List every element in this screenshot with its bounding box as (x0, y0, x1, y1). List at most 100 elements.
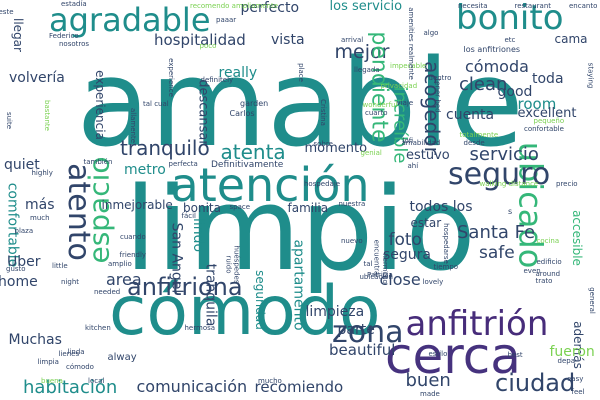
word-bonita-64: bonita (183, 201, 221, 215)
word-alway-103: alway (107, 352, 137, 363)
word-s-162: s (508, 207, 513, 216)
word-hermosa-100: hermosa (184, 323, 216, 332)
word-momento-54: momento (304, 140, 368, 156)
word-algo-149: algo (423, 28, 439, 37)
word-even-111: even (523, 266, 541, 275)
word-easy-114: easy (567, 374, 584, 383)
word-sobre-141: sobre (313, 139, 333, 148)
word-buen-18: buen (405, 370, 451, 391)
word-encanto-78: encanto (569, 1, 598, 10)
word-lindo-36: lindo (190, 217, 207, 253)
word-night-140: night (61, 277, 80, 286)
word-clean-22: clean (459, 74, 508, 95)
word-experiencia-48: experiencia (92, 70, 107, 140)
word-servicio-28: servicio (469, 144, 539, 165)
word-friendly-96: friendly (119, 250, 147, 259)
word-tiempo-108: tiempo (433, 262, 459, 271)
word-beautiful-43: beautiful (329, 340, 396, 359)
word-comodo-3: cómodo (109, 272, 381, 351)
word-kitchen-99: kitchen (85, 323, 111, 332)
word-familia-63: familia (287, 201, 329, 215)
word-amable-0: amable (76, 35, 524, 174)
word-really-53: really (218, 65, 258, 81)
word-lienes-101: lienes (58, 349, 80, 358)
word-staying-145: staying (586, 62, 595, 88)
word-bastante-147: bastante (42, 99, 51, 131)
word-gusto-105: gusto (6, 264, 26, 273)
word-anfitriona-14: anfitriona (127, 273, 243, 301)
word-area-45: area (106, 270, 142, 289)
word-plaza-106: plaza (14, 226, 34, 235)
word-tambien-92: también (83, 157, 113, 166)
word-suite-146: suite (4, 111, 13, 129)
word-atencion-2: atención (170, 158, 370, 212)
word-arrival-79: arrival (341, 35, 364, 44)
word-cocina-118: cocina (536, 236, 560, 245)
word-amenities-realmente-151: amenities realmente (406, 6, 415, 80)
word-huespedes-156: huéspedes (232, 245, 241, 283)
word-amplio-97: amplio (108, 259, 132, 268)
word-necesita-76: necesita (458, 1, 488, 10)
word-amabilidad-125: amabilidad (401, 138, 441, 147)
word-viaje-142: viaje (396, 98, 414, 107)
word-toda-61: toda (532, 71, 564, 87)
word-ciudad-13: ciudad (495, 369, 576, 397)
word-descansar-52: descansar (195, 78, 211, 146)
word-cerca-4: cerca (385, 327, 521, 385)
word-allamente-152: allamente (128, 107, 137, 143)
word-estuvo-55: estuvo (406, 147, 450, 163)
word-cristina-166: Cristina (318, 98, 327, 126)
word-recomendo-ampliamente-75: recomendo ampliamente (190, 1, 279, 10)
word-lovely-109: lovely (422, 277, 444, 286)
word-home-46: home (0, 274, 38, 290)
word-limpieza-41: limpieza (305, 304, 365, 320)
word-good-58: good (497, 84, 533, 100)
word-habitacion-15: habitación (23, 377, 118, 398)
word-estadia-74: estadía (61, 0, 87, 8)
word-recomiendo-17: recomiendo (254, 377, 344, 396)
word-perfecta-137: perfecta (168, 159, 198, 168)
word-genial-138: genial (360, 148, 382, 157)
word-highly-93: highly (31, 168, 53, 177)
word-close-35: close (379, 270, 421, 289)
word-federico-91: Federico (49, 31, 79, 40)
word-ahi-163: ahí (407, 161, 419, 170)
word-ruido-157: ruido (224, 255, 233, 273)
word-definitely-153: definitely (200, 75, 234, 84)
word-edificio-119: edificio (536, 257, 562, 266)
word-comunicacion-16: comunicación (136, 377, 248, 396)
word-los-servicio-51: los servicio (329, 0, 403, 14)
word-mucho-169: mucho (258, 376, 282, 385)
word-feel-115: feel (571, 387, 585, 396)
word-inmejorable-65: inmejorable (101, 198, 173, 212)
word-seguro-9: seguro (448, 157, 551, 192)
word-llegada-85: llegada (354, 65, 380, 74)
word-vista-50: vista (271, 32, 305, 48)
word-comoda-21: cómoda (465, 57, 529, 76)
word-desde-124: desde (463, 138, 485, 147)
word-este-148: este (0, 7, 14, 16)
word-space-128: space (229, 202, 251, 211)
word-etc-150: etc (504, 35, 516, 44)
word-facil-127: fácil (181, 211, 197, 220)
word-excellent-60: excellent (517, 105, 577, 121)
word-patricia-110: Patricia (367, 270, 393, 279)
word-anfitrion-7: anfitrión (405, 304, 549, 344)
word-mas-67: más (25, 197, 55, 213)
word-mejor-20: mejor (334, 40, 390, 63)
word-needed-98: needed (94, 287, 121, 296)
word-zona-12: zona (332, 315, 404, 350)
word-perfecto-49: perfecto (240, 0, 300, 16)
word-buena-159: buena (41, 376, 63, 385)
word-apartamento-40: apartamento (290, 239, 307, 331)
word-privacidad-82: privacidad (380, 81, 418, 90)
word-cuenta-59: cuenta (446, 107, 495, 123)
word-hospedaje-167: hospedaje (304, 179, 341, 188)
word-depa-113: depa (557, 356, 575, 365)
word-linda-102: linda (67, 347, 85, 356)
word-limpia-160: limpia (37, 357, 59, 366)
word-place-155: place (296, 62, 305, 82)
word-restaurant-77: restaurant (514, 1, 552, 10)
word-garden-86: garden (240, 99, 269, 108)
